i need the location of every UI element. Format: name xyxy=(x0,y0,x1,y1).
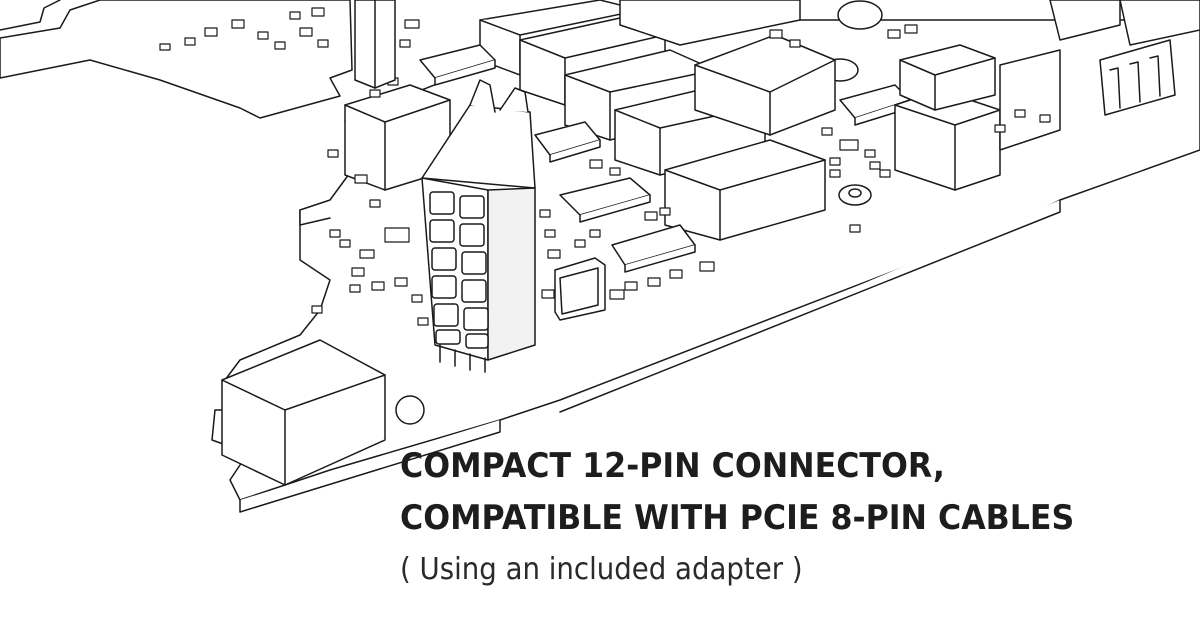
headline-line-1: COMPACT 12-PIN CONNECTOR, xyxy=(400,446,945,486)
power-stage-blocks xyxy=(480,0,835,240)
connector-pin-grid xyxy=(430,192,488,348)
12-pin-connector xyxy=(422,80,535,372)
bottom-left-block xyxy=(222,340,385,485)
right-connectors xyxy=(895,0,1200,190)
standoff xyxy=(355,0,395,88)
headline-line-2: COMPATIBLE WITH PCIE 8-PIN CABLES xyxy=(400,498,1075,538)
smd-components xyxy=(160,8,1050,325)
ic-chips xyxy=(420,45,910,320)
caption-block: COMPACT 12-PIN CONNECTOR, COMPATIBLE WIT… xyxy=(400,440,1190,590)
caption-subline: ( Using an included adapter ) xyxy=(400,552,803,587)
left-block xyxy=(345,85,450,190)
